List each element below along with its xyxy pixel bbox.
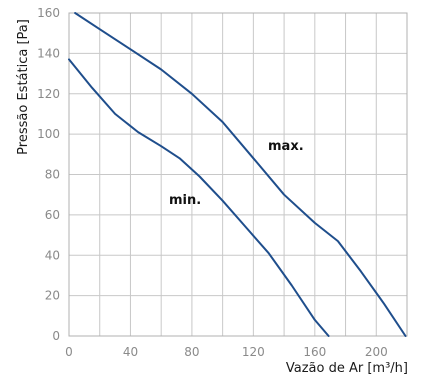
grid xyxy=(69,13,407,336)
series-label-min: min. xyxy=(169,193,201,208)
series xyxy=(68,12,407,337)
series-line-min xyxy=(68,58,330,337)
x-tick-label: 200 xyxy=(365,345,388,359)
y-tick-label: 120 xyxy=(37,87,60,101)
y-tick-label: 0 xyxy=(52,329,60,343)
x-tick-label: 40 xyxy=(123,345,138,359)
series-line-max xyxy=(74,12,407,337)
y-axis-label: Pressão Estática [Pa] xyxy=(16,19,31,155)
x-tick-label: 0 xyxy=(65,345,73,359)
y-tick-label: 140 xyxy=(37,46,60,60)
y-tick-label: 100 xyxy=(37,127,60,141)
x-tick-label: 80 xyxy=(184,345,199,359)
x-tick-label: 120 xyxy=(242,345,265,359)
y-axis-ticks: 0 20 40 60 80 100 120 140 160 xyxy=(37,6,60,343)
y-tick-label: 160 xyxy=(37,6,60,20)
x-tick-label: 160 xyxy=(303,345,326,359)
x-axis-ticks: 0 40 80 120 160 200 xyxy=(65,345,388,359)
y-tick-label: 80 xyxy=(45,168,60,182)
plot-frame xyxy=(68,12,408,337)
y-tick-label: 40 xyxy=(45,248,60,262)
series-label-max: max. xyxy=(268,139,304,154)
y-tick-label: 20 xyxy=(45,289,60,303)
y-tick-label: 60 xyxy=(45,208,60,222)
x-axis-label: Vazão de Ar [m³/h] xyxy=(286,361,408,376)
